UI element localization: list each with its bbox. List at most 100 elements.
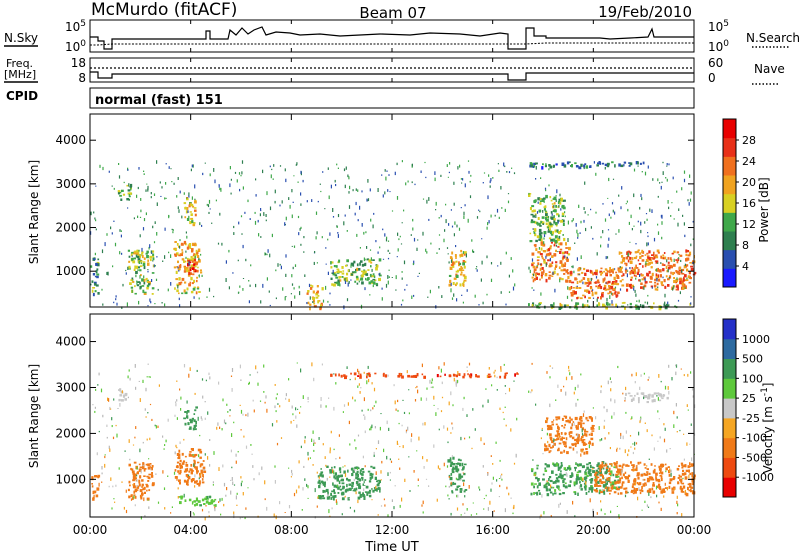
range-cell [609,463,613,465]
range-cell [151,474,154,478]
range-cell [298,460,300,464]
colorbar-tick-label: -1000 [742,471,774,484]
range-cell [652,258,655,260]
range-cell [608,472,612,475]
range-cell [407,180,409,183]
range-cell [544,205,547,208]
range-cell [473,251,475,253]
range-cell [330,497,333,500]
range-cell [625,386,627,391]
range-cell [244,211,246,214]
range-cell [642,479,645,481]
range-cell [130,286,134,289]
range-cell [533,492,535,495]
range-cell [453,482,457,485]
range-cell [146,183,148,185]
range-cell [200,253,202,256]
range-cell [229,183,231,188]
range-cell [191,205,195,208]
range-cell [254,211,256,214]
range-cell [258,233,260,237]
range-cell [660,185,662,190]
range-cell [455,469,458,473]
range-cell [197,500,201,503]
range-cell [366,258,370,261]
range-cell [308,283,311,287]
range-cell [512,512,514,515]
range-cell [348,205,351,209]
range-cell [398,422,400,425]
range-cell [643,396,645,400]
range-cell [461,182,463,184]
range-cell [540,437,542,440]
range-cell [641,255,644,257]
range-cell [553,196,557,201]
range-cell [388,276,390,278]
range-cell [90,231,92,235]
range-cell [658,465,660,469]
range-cell [577,424,579,427]
range-cell [92,490,95,495]
range-cell [640,274,644,277]
range-cell [626,251,629,255]
range-cell [136,485,140,489]
range-cell [673,488,675,491]
range-cell [363,397,365,402]
range-cell [544,448,547,451]
range-cell [116,433,118,438]
range-cell [551,203,554,205]
range-cell [175,270,178,274]
range-cell [221,242,223,246]
range-cell [528,266,530,270]
range-cell [554,481,557,484]
range-cell [691,388,694,391]
range-cell [633,271,637,274]
range-cell [584,476,588,479]
range-cell [595,276,598,279]
range-cell [97,384,99,386]
range-cell [233,514,235,519]
range-cell [401,160,403,163]
range-cell [463,275,467,280]
range-cell [611,481,615,485]
range-cell [597,162,600,165]
range-cell [390,460,393,463]
range-cell [673,285,675,289]
range-cell [320,468,322,470]
range-cell [671,377,673,381]
range-cell [686,268,689,272]
range-cell [597,467,601,470]
range-cell [344,465,346,467]
range-cell [233,232,235,235]
range-cell [132,479,135,482]
range-cell [359,493,362,497]
range-cell [571,220,573,223]
range-cell [585,492,588,495]
range-cell [602,481,606,484]
range-cell [337,214,340,218]
range-cell [198,297,200,300]
range-cell [91,280,94,283]
range-cell [661,214,663,219]
range-cell [576,475,579,479]
range-cell [129,282,132,285]
range-cell [686,442,688,446]
range-cell [554,235,558,239]
range-cell [149,298,151,302]
range-cell [291,473,293,476]
range-cell [577,434,580,438]
range-cell [550,486,553,489]
range-cell [134,250,137,253]
range-cell [540,243,544,246]
range-cell [108,170,110,173]
range-cell [356,267,359,272]
range-cell [154,221,156,224]
range-cell [311,362,313,367]
range-cell [204,417,206,420]
range-cell [687,483,690,486]
range-cell [551,238,555,242]
range-cell [611,202,614,205]
range-cell [638,431,640,436]
range-cell [141,483,144,487]
range-cell [141,254,144,259]
